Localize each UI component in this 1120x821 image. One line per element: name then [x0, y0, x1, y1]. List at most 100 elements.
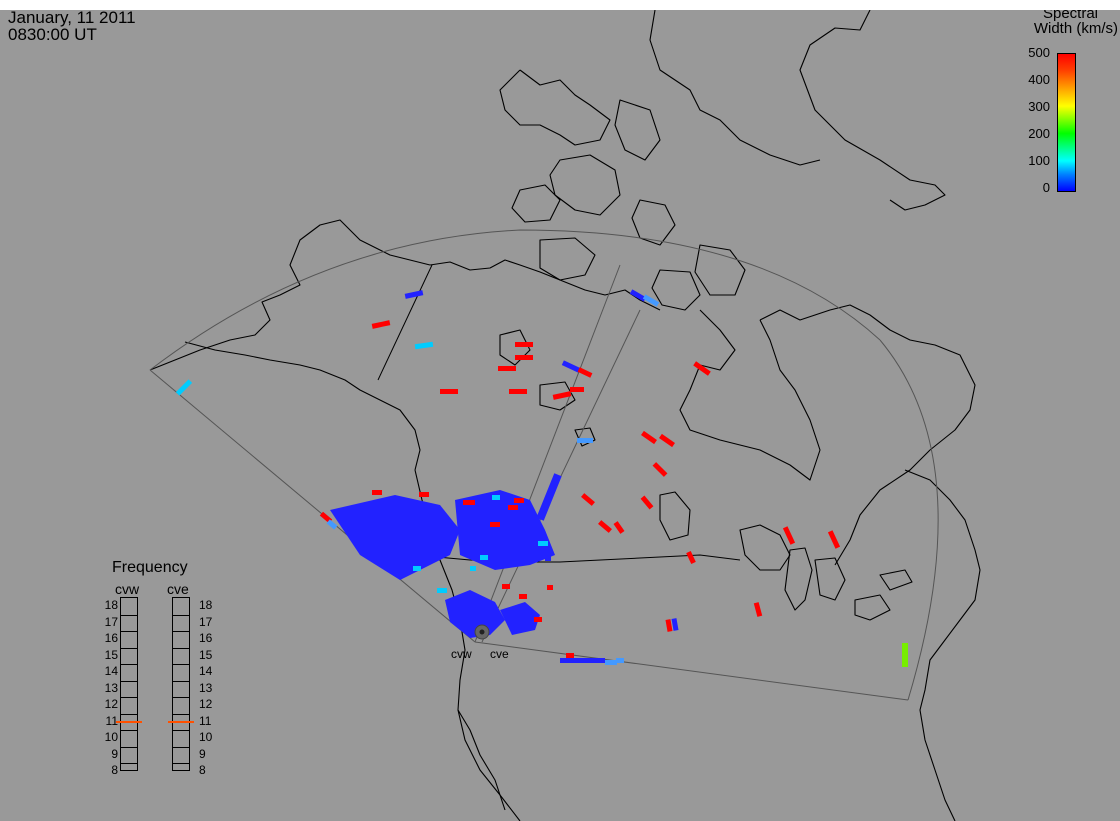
range-cell — [492, 495, 500, 500]
frequency-gridline — [121, 664, 137, 665]
frequency-gridline — [173, 713, 189, 715]
frequency-gridline — [121, 631, 137, 632]
frequency-station-cve: cve — [167, 581, 189, 597]
range-cell — [613, 521, 625, 534]
range-cell — [693, 361, 711, 376]
arctic-island-4 — [511, 184, 561, 223]
range-cell — [659, 433, 675, 448]
lake-winnipeg — [659, 491, 691, 541]
lake-ontario — [879, 569, 913, 591]
greenland-west-coast — [649, 10, 821, 166]
range-cell — [534, 617, 542, 622]
map-canvas — [149, 10, 981, 821]
great-slave-lake — [539, 381, 576, 411]
lake-athabasca — [574, 427, 596, 447]
colorbar-tick: 400 — [1028, 72, 1050, 87]
lake-michigan — [784, 547, 813, 611]
frequency-gridline — [121, 763, 137, 764]
arctic-island-6 — [631, 199, 676, 246]
range-cell — [652, 462, 668, 477]
canada-north-coast — [429, 259, 661, 311]
frequency-gridline — [121, 680, 137, 682]
range-cell — [640, 495, 654, 510]
range-cell — [827, 530, 841, 549]
colorbar-tick: 500 — [1028, 45, 1050, 60]
us-east-coast — [904, 469, 981, 821]
frequency-gridline — [121, 647, 137, 649]
cvw-cells-central — [455, 490, 555, 570]
range-cell — [515, 355, 533, 360]
range-cell — [326, 519, 338, 530]
frequency-label-right: 12 — [199, 697, 213, 711]
frequency-gridline — [173, 763, 189, 764]
lake-superior — [739, 524, 791, 571]
range-cell — [665, 619, 673, 632]
frequency-label-left: 15 — [104, 647, 118, 662]
baja-coast — [457, 709, 506, 811]
cells-south-2 — [605, 660, 617, 665]
range-cell — [480, 555, 488, 560]
range-cell — [372, 490, 382, 495]
frequency-label-left: 8 — [111, 763, 118, 777]
frequency-marker-cve — [168, 720, 194, 723]
frequency-gridline — [121, 614, 137, 616]
range-cell — [566, 653, 574, 658]
range-cell — [641, 430, 657, 445]
colorbar-title-line1: Spectral — [1042, 10, 1098, 22]
frequency-label-right: 15 — [199, 647, 213, 662]
us-canada-border — [414, 554, 741, 563]
frequency-label-right: 17 — [199, 614, 213, 629]
frequency-label-left: 12 — [104, 697, 118, 711]
arctic-island-5 — [539, 237, 596, 281]
range-cell — [671, 618, 679, 631]
frequency-gridline — [173, 614, 189, 616]
range-cell — [577, 367, 593, 378]
range-cell — [782, 526, 796, 545]
baffin-piece — [694, 244, 746, 296]
map-panel: January, 11 2011 0830:00 UT Spectral Wid… — [0, 10, 1120, 821]
arctic-island-2 — [549, 154, 621, 216]
frequency-label-right: 11 — [199, 713, 212, 728]
range-cell — [538, 541, 548, 546]
range-cell — [413, 566, 421, 571]
station-label-cvw: cvw — [451, 647, 472, 661]
range-cell — [629, 289, 647, 302]
range-cell — [686, 551, 696, 564]
arctic-island-7 — [651, 269, 701, 311]
cvw-cells-near — [445, 590, 505, 638]
range-cell — [437, 588, 447, 593]
range-cell — [561, 360, 581, 373]
arctic-island-3 — [614, 99, 661, 161]
frequency-marker-cvw — [116, 720, 142, 723]
range-cell — [371, 320, 391, 329]
range-cell — [490, 522, 500, 527]
range-cell — [570, 387, 584, 392]
time-label: 0830:00 UT — [8, 25, 97, 44]
frequency-label-right: 13 — [199, 680, 213, 695]
frequency-gridline — [121, 730, 137, 731]
alaska-north-coast — [149, 219, 431, 371]
fov-cve-south-edge — [474, 641, 909, 701]
frequency-label-right: 16 — [199, 631, 213, 645]
range-cell — [577, 438, 593, 443]
frequency-gridline — [173, 730, 189, 731]
alaska-canada-border — [377, 264, 433, 381]
range-cell — [175, 379, 193, 396]
cells-strip — [536, 473, 562, 521]
fov-cvw-outer-arc — [149, 229, 881, 371]
frequency-title: Frequency — [112, 559, 188, 576]
range-cell — [414, 341, 434, 350]
frequency-label-right: 9 — [199, 746, 206, 761]
frequency-gridline — [173, 697, 189, 698]
colorbar-title-line2: Width (km/s) — [1033, 20, 1118, 37]
range-cell — [419, 492, 429, 497]
frequency-column-cve — [172, 597, 190, 771]
cve-cells-near — [500, 602, 540, 635]
frequency-station-cvw: cvw — [115, 581, 140, 597]
frequency-gridline — [121, 697, 137, 698]
station-label-cve: cve — [490, 647, 509, 661]
fov-cvw-east-edge — [474, 264, 621, 643]
range-cell — [404, 290, 424, 299]
radar-site-center — [479, 629, 485, 635]
range-cell — [470, 566, 476, 571]
